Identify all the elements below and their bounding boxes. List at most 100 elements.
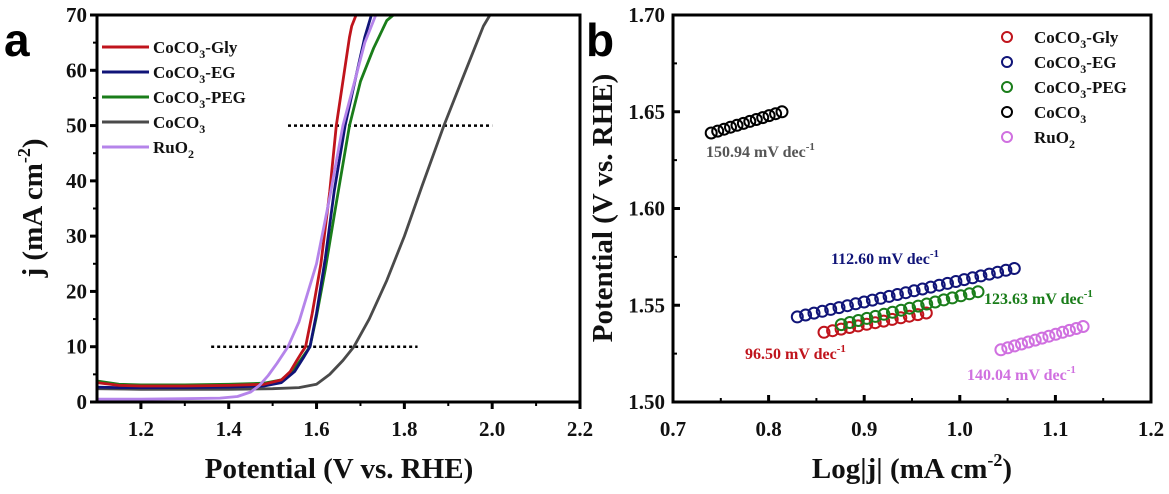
data-point <box>974 269 988 283</box>
tafel-slope-value: 123.63 mV dec <box>984 291 1084 308</box>
y-tick-label: 60 <box>66 58 87 82</box>
legend-label-suffix: -Gly <box>205 38 238 57</box>
x-axis-ticks-b: 0.7 0.8 0.9 1.0 1.1 1.2 <box>660 395 1164 441</box>
legend-label-subscript: 3 <box>1080 87 1086 101</box>
data-point <box>756 111 770 125</box>
data-point <box>1008 339 1022 353</box>
legend-label-subscript: 3 <box>1080 112 1086 126</box>
legend-label-base: CoCO <box>1034 103 1080 122</box>
data-point <box>1042 329 1056 343</box>
legend-label-coco3-peg: CoCO3-PEG <box>1034 78 1127 101</box>
tafel-slope-label-coco3: 150.94 mV dec-1 <box>706 141 815 161</box>
y-tick-label: 70 <box>66 3 87 27</box>
legend-marker-ruo2 <box>1001 131 1013 143</box>
legend-label-base: CoCO <box>153 63 199 82</box>
legend-marker-coco3-peg <box>1001 81 1013 93</box>
data-point <box>907 284 921 298</box>
tafel-slope-unit-exponent: -1 <box>930 248 939 260</box>
legend-label-coco3: CoCO3 <box>153 113 205 136</box>
data-point <box>899 286 913 300</box>
data-point <box>1021 335 1035 349</box>
data-point <box>790 310 804 324</box>
data-point <box>937 293 951 307</box>
data-point <box>945 291 959 305</box>
tafel-slope-label-coco3-peg: 123.63 mV dec-1 <box>984 288 1093 308</box>
data-point <box>903 301 917 315</box>
curve-coco3 <box>96 14 492 391</box>
data-point <box>982 267 996 281</box>
data-point <box>769 107 783 121</box>
data-point <box>865 293 879 307</box>
data-point <box>1007 262 1021 275</box>
legend-label-base: RuO <box>1034 128 1069 147</box>
legend-label-base: RuO <box>153 138 188 157</box>
tafel-slope-label-ruo2: 140.04 mV dec-1 <box>967 364 1076 384</box>
legend-label-subscript: 2 <box>1069 137 1075 151</box>
lsv-curves <box>96 13 492 401</box>
data-point <box>962 287 976 301</box>
series-coco3-peg <box>834 285 985 332</box>
data-point <box>994 343 1008 357</box>
data-point <box>920 297 934 311</box>
data-point <box>1076 320 1090 333</box>
y-tick-label: 1.55 <box>628 293 665 317</box>
y-tick-label: 50 <box>66 114 87 138</box>
data-point <box>843 321 857 334</box>
data-point <box>743 114 757 128</box>
legend-label-subscript: 3 <box>1080 62 1086 76</box>
legend-label-coco3: CoCO3 <box>1034 103 1086 126</box>
x-tick-label: 1.4 <box>216 417 243 441</box>
legend-label-base: CoCO <box>153 38 199 57</box>
data-point <box>736 116 750 130</box>
curve-coco3-gly <box>96 14 358 388</box>
data-point <box>832 301 846 315</box>
legend-label-ruo2: RuO2 <box>153 138 194 161</box>
data-point <box>916 282 929 296</box>
panel-a-lsv-chart: a 1.2 1.4 1.6 1.8 2.0 2.2 0 10 20 30 40 50 60 70 CoC… <box>4 3 593 485</box>
legend-label-subscript: 3 <box>199 72 205 86</box>
data-point <box>957 273 971 287</box>
x-tick-label: 0.7 <box>660 417 686 441</box>
tafel-slope-label-coco3-gly: 96.50 mV dec-1 <box>745 343 846 363</box>
legend-label-base: CoCO <box>1034 53 1080 72</box>
legend-label-coco3-eg: CoCO3-EG <box>1034 53 1117 76</box>
data-point <box>815 304 829 318</box>
x-axis-title-b: Log|j| (mA cm-2) <box>812 450 1012 485</box>
legend-label-suffix: -PEG <box>205 88 246 107</box>
x-axis-title-a: Potential (V vs. RHE) <box>205 453 474 485</box>
data-point <box>717 122 731 136</box>
legend-label-base: CoCO <box>1034 78 1080 97</box>
data-point <box>851 314 865 327</box>
tafel-slope-unit-exponent: -1 <box>1084 288 1093 300</box>
x-axis-ticks-a: 1.2 1.4 1.6 1.8 2.0 2.2 <box>128 402 593 441</box>
legend-label-base: CoCO <box>153 113 199 132</box>
data-point <box>902 309 916 323</box>
data-point <box>932 278 946 292</box>
data-point <box>799 308 813 322</box>
x-tick-label: 0.8 <box>755 417 781 441</box>
y-axis-ticks-a: 0 10 20 30 40 50 60 70 <box>66 3 97 414</box>
x-tick-label: 1.0 <box>947 417 973 441</box>
y-axis-title-a: j (mA cm-2) <box>14 138 49 278</box>
data-point <box>1056 325 1070 339</box>
x-tick-label: 1.1 <box>1042 417 1068 441</box>
y-tick-label: 10 <box>66 335 87 359</box>
legend-label-suffix: -EG <box>1086 53 1116 72</box>
legend-label-base: CoCO <box>1034 28 1080 47</box>
data-point <box>999 263 1013 277</box>
data-point <box>1049 327 1063 341</box>
data-point <box>762 109 776 123</box>
data-point <box>851 319 865 333</box>
x-tick-label: 1.6 <box>303 417 329 441</box>
data-point <box>1028 333 1042 347</box>
data-point <box>877 307 891 321</box>
data-point <box>824 302 838 316</box>
data-point <box>749 113 763 126</box>
data-point <box>919 306 933 320</box>
data-point <box>1001 341 1015 355</box>
data-point <box>954 289 968 303</box>
curve-coco3-eg <box>96 14 373 390</box>
